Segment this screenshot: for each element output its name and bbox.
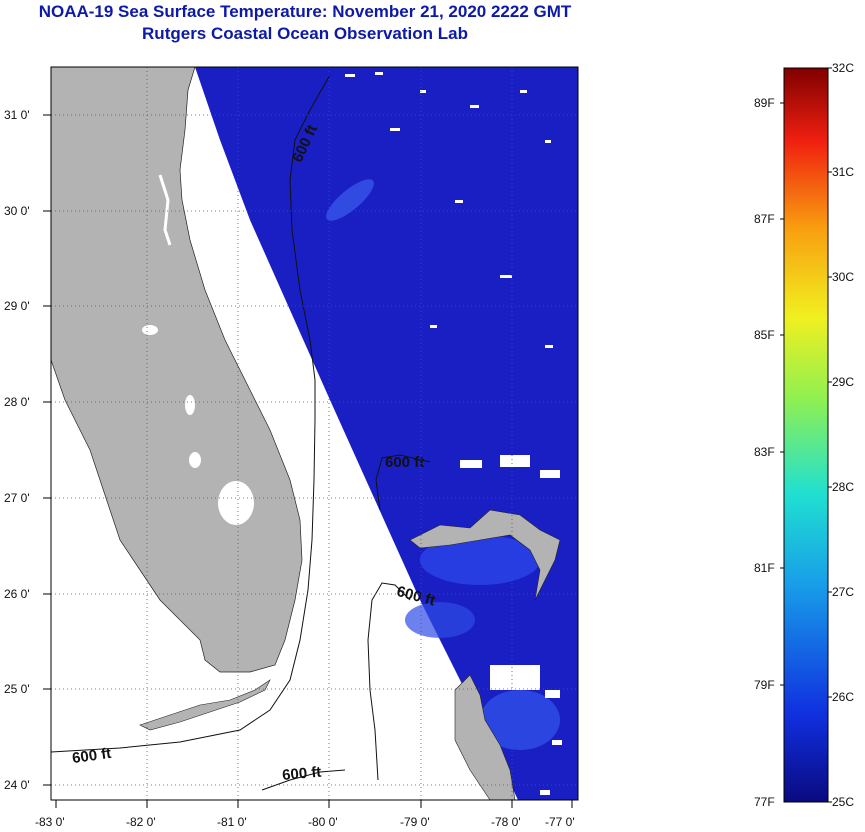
warm-patch: [326, 179, 374, 221]
colorbar-fahrenheit-label: 77F: [754, 795, 775, 809]
lon-label: -80 0': [308, 815, 338, 829]
lat-label: 27 0': [4, 491, 30, 505]
colorbar-fahrenheit-label: 83F: [754, 445, 775, 459]
depth-contour: [367, 582, 411, 781]
lat-label: 31 0': [4, 108, 30, 122]
colorbar-fahrenheit-label: 87F: [754, 212, 775, 226]
axis-ticks: [43, 114, 573, 808]
sst-swath: [195, 67, 578, 800]
river: [158, 174, 172, 246]
depth-contour: [51, 74, 331, 753]
lat-label: 29 0': [4, 299, 30, 313]
warm-patch: [405, 602, 475, 638]
depth-contour: [375, 454, 431, 511]
cloud-specks: [345, 72, 562, 795]
colorbar-celsius-label: 32C: [832, 61, 854, 75]
bahamas-land: [454, 674, 516, 800]
lat-label: 30 0': [4, 204, 30, 218]
colorbar-fahrenheit-label: 89F: [754, 96, 775, 110]
warm-patch: [420, 535, 540, 585]
contour-label: 600 ft: [71, 745, 112, 767]
colorbar-celsius-label: 31C: [832, 165, 854, 179]
lat-label: 26 0': [4, 587, 30, 601]
lake: [185, 395, 195, 415]
colorbar-fahrenheit-label: 81F: [754, 561, 775, 575]
lake-okeechobee: [218, 481, 254, 525]
lon-label: -79 0': [400, 815, 430, 829]
map-frame: [50, 66, 579, 801]
colorbar-fahrenheit-label: 79F: [754, 678, 775, 692]
warm-patch: [480, 690, 560, 750]
lat-label: 25 0': [4, 682, 30, 696]
map-title: NOAA-19 Sea Surface Temperature: Novembe…: [38, 2, 572, 21]
colorbar-celsius-label: 26C: [832, 690, 854, 704]
colorbar-celsius-label: 25C: [832, 795, 854, 809]
map-subtitle: Rutgers Coastal Ocean Observation Lab: [142, 24, 468, 43]
colorbar: 32C 31C 30C 29C 28C 27C 26C 25C 89F 87F …: [754, 61, 854, 809]
lon-label: -78 0': [491, 815, 521, 829]
bahamas-land: [409, 509, 561, 601]
colorbar-celsius-label: 28C: [832, 480, 854, 494]
colorbar-celsius-label: 29C: [832, 375, 854, 389]
lon-label: -81 0': [217, 815, 247, 829]
lat-label: 24 0': [4, 778, 30, 792]
colorbar-fahrenheit-label: 85F: [754, 328, 775, 342]
lake: [142, 325, 158, 335]
lat-label: 28 0': [4, 395, 30, 409]
lon-label: -77 0': [545, 815, 575, 829]
contour-label: 600 ft: [281, 764, 322, 784]
colorbar-celsius-label: 27C: [832, 585, 854, 599]
lon-label: -83 0': [35, 815, 65, 829]
contour-label: 600 ft: [385, 454, 424, 471]
colorbar-celsius-label: 30C: [832, 270, 854, 284]
lake: [189, 452, 201, 468]
colorbar-gradient: [783, 67, 829, 803]
lon-label: -82 0': [126, 815, 156, 829]
florida-keys: [139, 679, 271, 731]
